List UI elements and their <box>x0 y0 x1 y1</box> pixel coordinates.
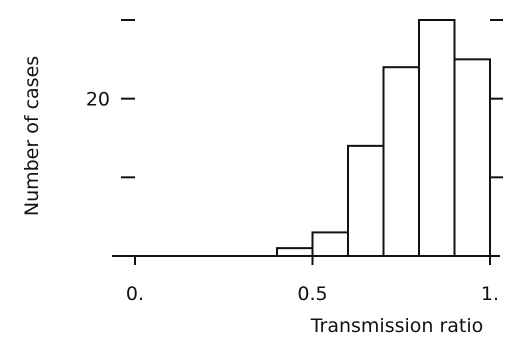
histogram-bar <box>311 231 349 257</box>
y-tick-label: 20 <box>86 89 110 111</box>
histogram-bar <box>382 66 420 257</box>
histogram-bar <box>347 144 385 257</box>
histogram-bar <box>276 247 314 257</box>
bars-group <box>276 19 491 258</box>
axes-group: 0. 0.5 1. 20 <box>86 19 503 305</box>
histogram-bar <box>453 58 491 258</box>
y-axis-label: Number of cases <box>21 56 43 216</box>
x-axis-label: Transmission ratio <box>310 315 484 337</box>
histogram-bar <box>418 19 456 257</box>
x-tick-label: 0.5 <box>297 283 327 305</box>
x-tick-label: 1. <box>481 283 499 305</box>
x-tick-label: 0. <box>126 283 144 305</box>
